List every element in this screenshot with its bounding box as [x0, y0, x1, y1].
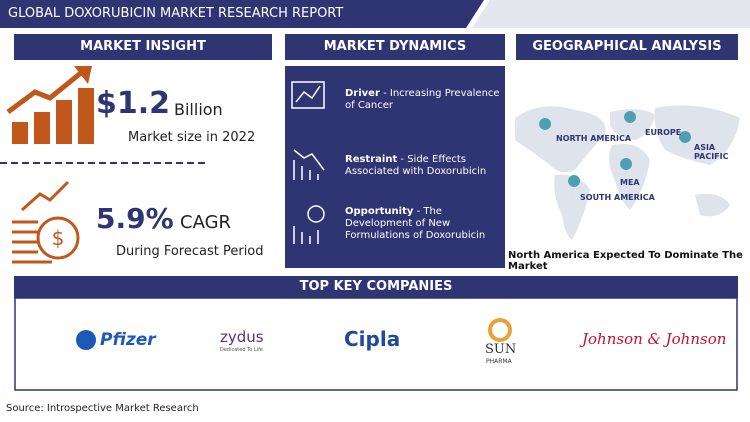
market-size: $1.2 — [96, 86, 171, 121]
region-label: SOUTH AMERICA — [580, 193, 655, 202]
item-label: Restraint — [345, 154, 398, 165]
dynamic-item: Driver - Increasing Prevalence of Cancer — [345, 88, 500, 112]
cagr-caption: During Forecast Period — [116, 244, 264, 259]
company-tagline: Dedicated To Life — [220, 347, 263, 353]
dynamic-item: Restraint - Side Effects Associated with… — [345, 154, 500, 178]
company-logo: zydus — [220, 328, 264, 346]
company-logo: SUN — [485, 342, 517, 357]
svg-text:$: $ — [52, 226, 65, 250]
section-heading: MARKET DYNAMICS — [285, 34, 505, 60]
section-heading: GEOGRAPHICAL ANALYSIS — [516, 34, 738, 60]
page-title: GLOBAL DOXORUBICIN MARKET RESEARCH REPOR… — [8, 6, 344, 21]
item-text: - The Development of New Formulations of… — [345, 206, 486, 241]
company-logo: Cipla — [344, 327, 401, 351]
item-label: Driver — [345, 88, 380, 99]
item-text: - Increasing Prevalence of Cancer — [345, 88, 500, 111]
market-size-caption: Market size in 2022 — [128, 130, 256, 145]
company-logo: Pfizer — [100, 330, 156, 350]
region-label: MEA — [620, 178, 640, 187]
region-label: EUROPE — [645, 128, 682, 137]
item-text: - Side Effects Associated with Doxorubic… — [345, 154, 487, 177]
section-heading: TOP KEY COMPANIES — [14, 276, 738, 298]
market-size-unit: Billion — [174, 100, 223, 119]
item-label: Opportunity — [345, 206, 414, 217]
cagr-value: 5.9% — [96, 202, 174, 235]
region-label: ASIA PACIFIC — [694, 143, 729, 161]
geo-caption: North America Expected To Dominate The M… — [508, 250, 743, 272]
region-label: NORTH AMERICA — [556, 134, 632, 143]
section-heading: MARKET INSIGHT — [14, 34, 272, 60]
company-logo: Johnson & Johnson — [582, 330, 727, 348]
source-note: Source: Introspective Market Research — [6, 403, 199, 414]
company-tagline: PHARMA — [486, 358, 512, 365]
dynamic-item: Opportunity - The Development of New For… — [345, 206, 500, 242]
cagr-label: CAGR — [180, 212, 232, 233]
